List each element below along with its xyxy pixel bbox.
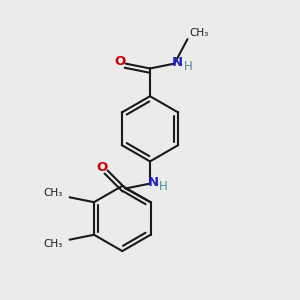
Text: H: H <box>184 60 193 73</box>
Text: H: H <box>159 180 168 193</box>
Text: O: O <box>96 161 107 174</box>
Text: N: N <box>172 56 183 69</box>
Text: CH₃: CH₃ <box>189 28 208 38</box>
Text: CH₃: CH₃ <box>44 238 63 249</box>
Text: O: O <box>114 56 125 68</box>
Text: N: N <box>148 176 159 189</box>
Text: CH₃: CH₃ <box>44 188 63 198</box>
